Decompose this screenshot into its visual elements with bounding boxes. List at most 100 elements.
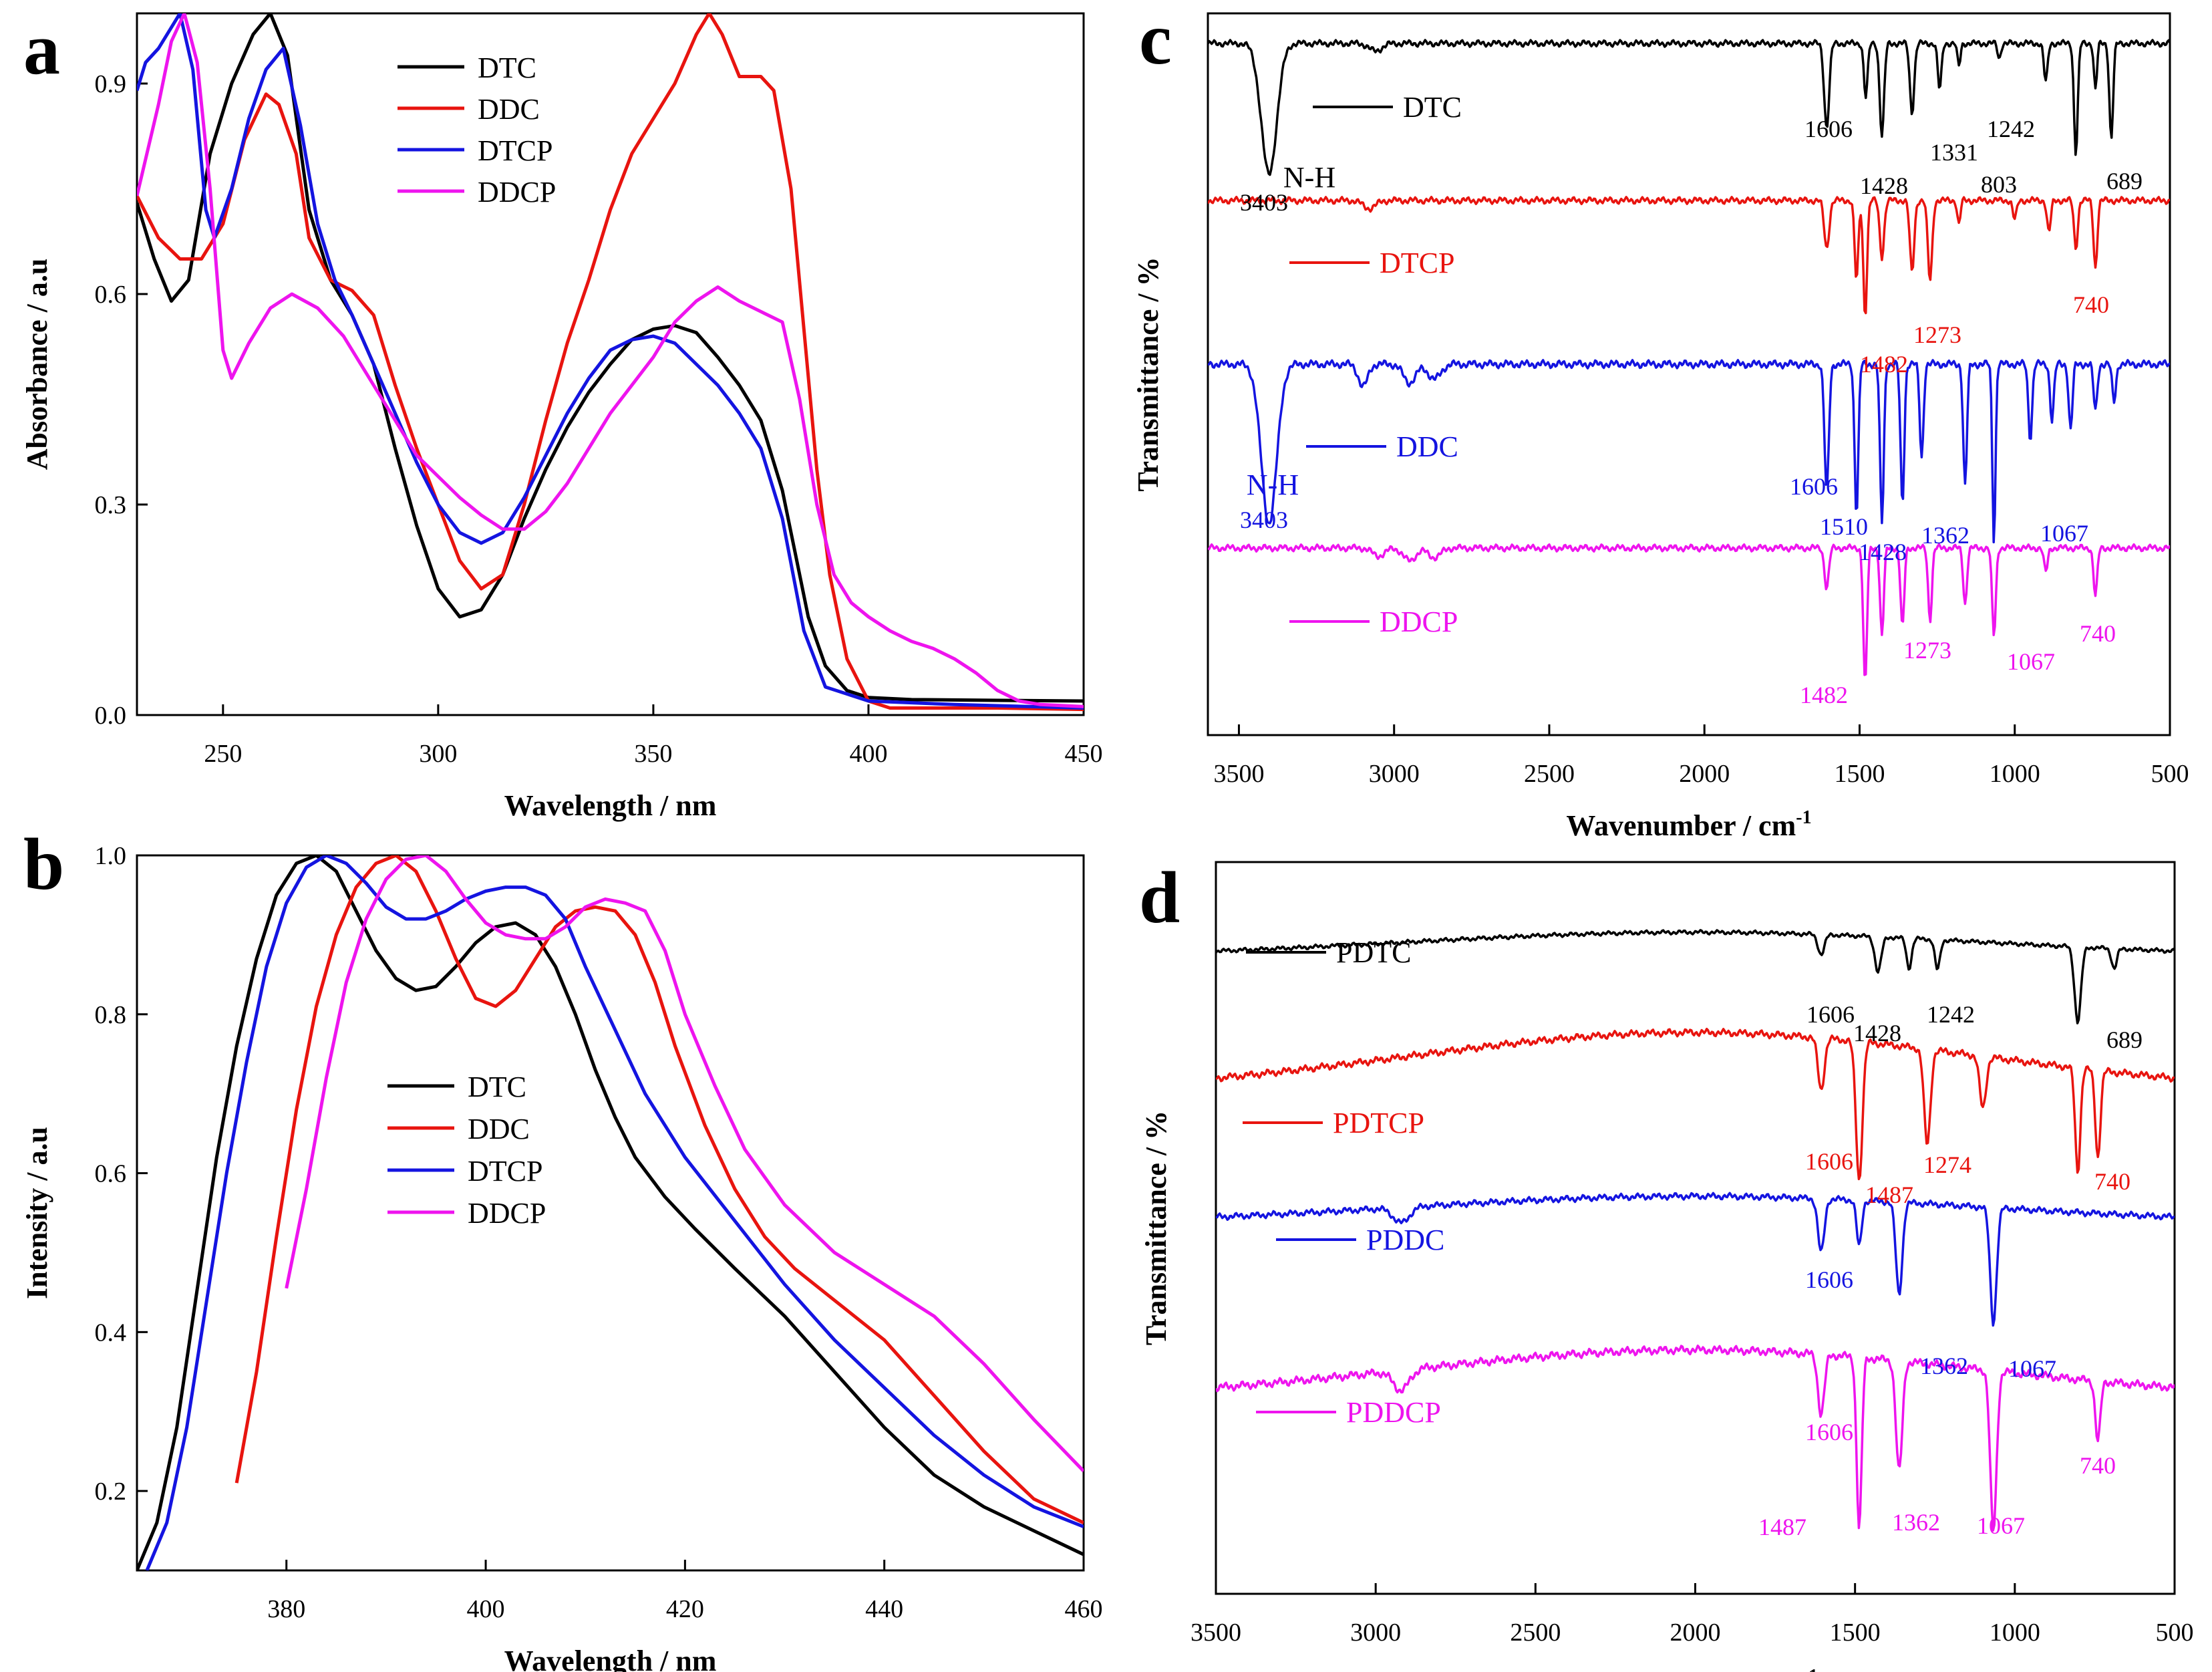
peak-label: 1273 [1913, 321, 1961, 348]
x-axis-label: Wavenumber / cm-1 [1573, 1666, 1818, 1672]
x-tick-label: 3000 [1369, 760, 1420, 788]
spectrum-ddcp [1208, 543, 2170, 676]
peak-label: 1362 [1921, 522, 1969, 549]
x-tick-label: 440 [865, 1595, 903, 1623]
peak-label: 1428 [1860, 172, 1908, 199]
x-tick-label: 1500 [1834, 760, 1885, 788]
x-axis-label-main: Wavenumber / cm [1573, 1668, 1802, 1672]
x-tick-label: 3000 [1350, 1619, 1401, 1647]
peak-label: 1606 [1805, 1148, 1853, 1175]
peak-label: 1067 [2007, 648, 2055, 675]
y-axis-label: Absorbance / a.u [21, 259, 53, 470]
legend-label-dtcp: DTCP [1380, 247, 1454, 279]
x-tick-label: 2500 [1510, 1619, 1561, 1647]
peak-label: 1487 [1865, 1181, 1913, 1208]
x-tick-label: 420 [666, 1595, 704, 1623]
peak-label: 1428 [1853, 1020, 1901, 1047]
x-axis-label: Wavelength / nm [504, 1645, 717, 1672]
peak-label: 1067 [2040, 520, 2088, 547]
x-tick-label: 500 [2156, 1619, 2194, 1647]
peak-label: 740 [2080, 1452, 2116, 1479]
x-tick-label: 250 [204, 740, 242, 768]
y-tick-label: 0.6 [95, 281, 127, 309]
y-tick-label: 0.4 [95, 1318, 127, 1347]
plot-frame-b [136, 854, 1085, 1572]
spectrum-dtc [1208, 39, 2170, 176]
peak-label: 803 [1981, 171, 2017, 198]
peak-label: 740 [2073, 291, 2109, 318]
x-axis-label-superscript: -1 [1796, 807, 1811, 828]
plot-frame-a [136, 12, 1085, 716]
spectrum-pddcp [1216, 1345, 2175, 1532]
series-line-ddcp [137, 13, 1084, 708]
peak-label: 1428 [1859, 539, 1907, 565]
peak-label: 3403 [1240, 507, 1288, 533]
peak-label: 740 [2080, 620, 2116, 647]
peak-label: 1242 [1927, 1001, 1975, 1028]
x-tick-label: 2500 [1524, 760, 1575, 788]
legend-label-pddc: PDDC [1366, 1224, 1444, 1256]
series-line-dtc [137, 855, 1084, 1570]
legend-label-ddc: DDC [478, 93, 540, 126]
legend-label-pdtc: PDTC [1336, 936, 1411, 969]
x-tick-label: 400 [849, 740, 887, 768]
x-tick-label: 500 [2151, 760, 2189, 788]
x-tick-label: 300 [419, 740, 457, 768]
peak-label: 1510 [1820, 513, 1868, 540]
x-tick-label: 3500 [1191, 1619, 1241, 1647]
peak-label: 1606 [1804, 116, 1853, 142]
series-line-ddc [234, 855, 1084, 1524]
legend-label-pdtcp: PDTCP [1333, 1107, 1424, 1139]
y-tick-label: 1.0 [95, 842, 127, 870]
legend-label-ddcp: DDCP [468, 1197, 546, 1230]
y-axis-label: Transmittance / % [1132, 257, 1164, 491]
legend-label-ddcp: DDCP [1380, 605, 1458, 638]
legend-label-dtcp: DTCP [468, 1155, 542, 1188]
y-tick-label: 0.9 [95, 70, 127, 98]
peak-label: 1606 [1805, 1266, 1853, 1293]
peak-label: 1606 [1790, 473, 1838, 500]
x-tick-label: 350 [634, 740, 672, 768]
series-line-dtc [137, 13, 1084, 703]
peak-label: 740 [2094, 1168, 2130, 1195]
peak-label: 1362 [1920, 1353, 1968, 1379]
x-tick-label: 380 [267, 1595, 305, 1623]
peak-label: 3403 [1240, 189, 1288, 216]
legend-label-ddcp: DDCP [478, 176, 556, 208]
y-axis-label: Transmittance / % [1140, 1111, 1172, 1345]
x-tick-label: 2000 [1679, 760, 1730, 788]
peak-label: 1606 [1805, 1419, 1853, 1445]
x-tick-label: 450 [1065, 740, 1103, 768]
x-axis-label: Wavelength / nm [504, 789, 717, 822]
peak-label: N-H [1247, 468, 1299, 501]
peak-label: 1482 [1860, 351, 1908, 378]
y-tick-label: 0.3 [95, 491, 127, 519]
x-axis-label: Wavenumber / cm-1 [1566, 807, 1811, 842]
x-tick-label: 3500 [1213, 760, 1264, 788]
peak-label: 1362 [1892, 1509, 1940, 1536]
peak-label: 1067 [2008, 1355, 2056, 1382]
x-tick-label: 2000 [1670, 1619, 1721, 1647]
y-tick-label: 0.6 [95, 1160, 127, 1188]
y-tick-label: 0.2 [95, 1478, 127, 1506]
legend-label-dtc: DTC [468, 1071, 526, 1103]
plot-frame-c [1207, 12, 2171, 736]
panel-label-a: a [23, 8, 60, 90]
peak-label: 1242 [1987, 116, 2035, 142]
series-line-ddc [137, 13, 1084, 712]
spectrum-dtcp [1208, 195, 2170, 315]
x-tick-label: 460 [1065, 1595, 1103, 1623]
spectrum-pdtc [1216, 929, 2175, 1024]
peak-label: 1331 [1930, 139, 1978, 166]
legend-label-dtc: DTC [478, 51, 536, 84]
x-axis-label-main: Wavenumber / cm [1566, 809, 1796, 842]
peak-label: 1482 [1800, 682, 1848, 708]
series-line-ddcp [285, 855, 1084, 1473]
panel-label-d: d [1139, 857, 1180, 938]
legend-label-pddcp: PDDCP [1346, 1396, 1441, 1429]
legend-label-ddc: DDC [468, 1113, 530, 1145]
peak-label: 1273 [1903, 637, 1951, 664]
spectrum-pdtcp [1216, 1027, 2175, 1181]
panel-label-c: c [1139, 0, 1172, 80]
